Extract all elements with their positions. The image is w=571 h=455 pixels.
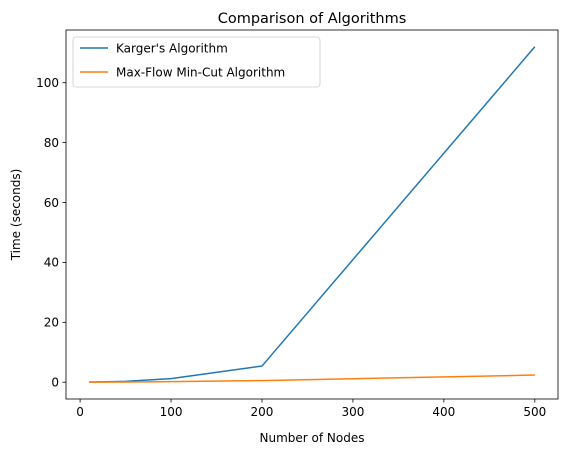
x-tick-label: 500 bbox=[523, 405, 546, 419]
series-line-maxflow bbox=[89, 374, 535, 383]
y-tick-label: 60 bbox=[44, 196, 59, 210]
x-tick-label: 0 bbox=[76, 405, 84, 419]
x-tick-label: 300 bbox=[341, 405, 364, 419]
legend-label-maxflow: Max-Flow Min-Cut Algorithm bbox=[116, 66, 285, 80]
y-tick-label: 100 bbox=[36, 76, 59, 90]
plot-frame bbox=[65, 29, 559, 400]
legend-label-karger: Karger's Algorithm bbox=[116, 42, 228, 56]
x-tick-label: 400 bbox=[432, 405, 455, 419]
legend: Karger's Algorithm Max-Flow Min-Cut Algo… bbox=[72, 36, 321, 88]
x-axis-label: Number of Nodes bbox=[260, 431, 365, 445]
x-tick-label: 200 bbox=[251, 405, 274, 419]
y-tick-label: 0 bbox=[51, 376, 59, 390]
y-axis-label: Time (seconds) bbox=[9, 169, 23, 262]
series-line-karger bbox=[89, 46, 536, 383]
y-tick-label: 20 bbox=[44, 316, 59, 330]
chart-title: Comparison of Algorithms bbox=[218, 11, 407, 27]
y-tick-label: 40 bbox=[44, 256, 59, 270]
x-tick-label: 100 bbox=[160, 405, 183, 419]
legend-box bbox=[72, 36, 321, 88]
y-tick-label: 80 bbox=[44, 136, 59, 150]
